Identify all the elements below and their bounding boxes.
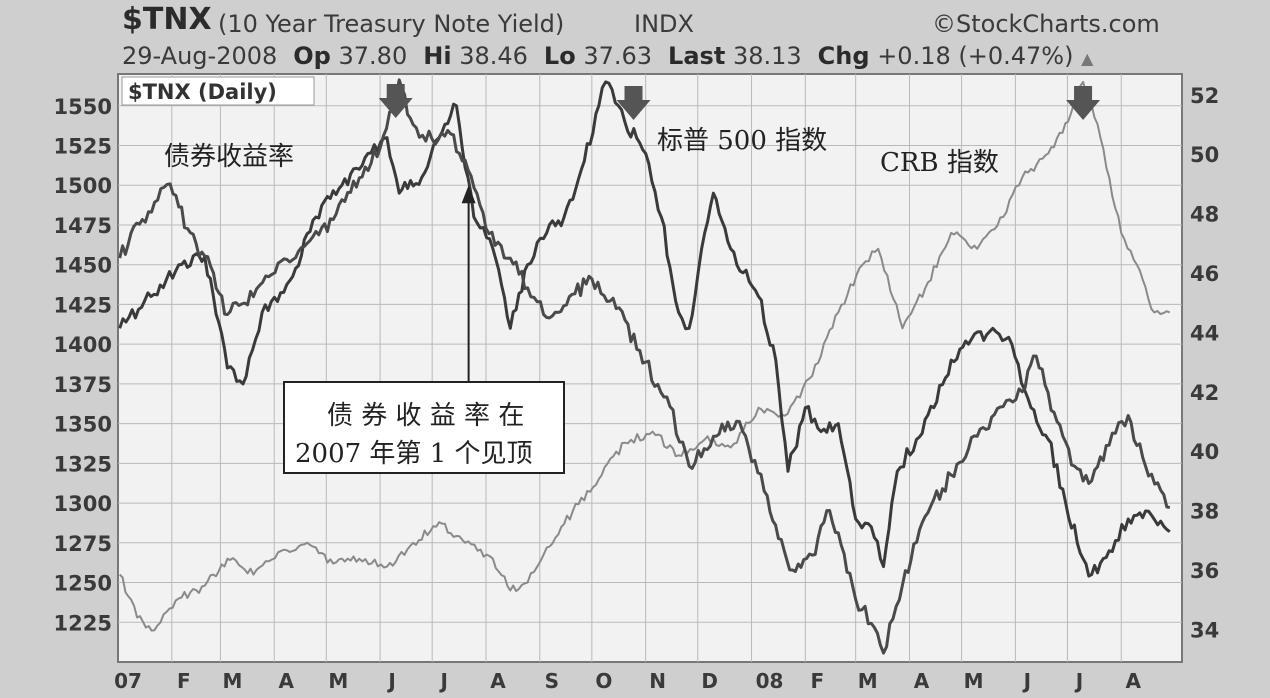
x-axis-tick-label: 08 xyxy=(756,669,784,693)
peak-marker-arrow-icon xyxy=(378,84,413,118)
high-value: 38.46 xyxy=(459,42,528,70)
quote-line: 29-Aug-2008 Op 37.80 Hi 38.46 Lo 37.63 Last … xyxy=(122,42,1093,70)
panel-label: $TNX (Daily) xyxy=(128,80,277,104)
x-axis-tick-label: N xyxy=(649,669,666,693)
x-axis-tick-label: J xyxy=(1022,669,1031,693)
quote-date: 29-Aug-2008 xyxy=(122,42,278,70)
left-axis-tick-label: 1525 xyxy=(54,135,112,159)
low-label: Lo xyxy=(543,42,576,70)
peak-marker-arrow-icon xyxy=(1066,86,1101,120)
change-up-icon: ▲ xyxy=(1081,49,1094,68)
right-axis-tick-label: 52 xyxy=(1190,84,1219,108)
open-label: Op xyxy=(293,42,331,70)
left-axis-tick-label: 1550 xyxy=(54,95,112,119)
left-axis-tick-label: 1375 xyxy=(54,373,112,397)
x-axis-tick-label: A xyxy=(914,669,930,693)
left-axis-tick-label: 1425 xyxy=(54,293,112,317)
x-axis-tick-label: J xyxy=(1074,669,1083,693)
left-axis-tick-label: 1300 xyxy=(54,492,112,516)
x-axis-tick-label: S xyxy=(545,669,559,693)
callout-box: 债 券 收 益 率 在 2007 年第 1 个见顶 xyxy=(283,381,565,474)
left-axis-tick-label: 1450 xyxy=(54,254,112,278)
last-label: Last xyxy=(668,42,726,70)
right-axis-tick-label: 48 xyxy=(1190,203,1219,227)
x-axis-tick-label: M xyxy=(964,669,984,693)
ticker-description: (10 Year Treasury Note Yield) xyxy=(218,10,565,38)
x-axis-tick-label: M xyxy=(328,669,348,693)
exchange-label: INDX xyxy=(634,10,694,38)
open-value: 37.80 xyxy=(338,42,408,70)
left-axis-tick-label: 1325 xyxy=(54,452,112,476)
crb-series-line xyxy=(118,80,1171,632)
left-axis-tick-label: 1475 xyxy=(54,214,112,238)
left-axis-tick-label: 1350 xyxy=(54,413,112,437)
left-axis-tick-label: 1400 xyxy=(54,333,112,357)
left-axis-tick-label: 1500 xyxy=(54,174,112,198)
x-axis-tick-label: M xyxy=(858,669,878,693)
right-axis-tick-label: 36 xyxy=(1190,559,1219,583)
tnx-series-line xyxy=(118,78,1171,655)
ticker-symbol: $TNX xyxy=(122,2,212,37)
x-axis-tick-label: F xyxy=(177,669,191,693)
last-value: 38.13 xyxy=(732,42,802,70)
x-axis-tick-label: O xyxy=(595,669,612,693)
callout-line-1: 债 券 收 益 率 在 xyxy=(327,401,525,431)
crb-label: CRB 指数 xyxy=(880,148,999,178)
peak-marker-arrow-icon xyxy=(616,86,651,120)
right-axis-tick-label: 34 xyxy=(1190,618,1219,642)
change-label: Chg xyxy=(817,42,870,70)
change-value: +0.18 (+0.47%) xyxy=(877,42,1074,70)
right-axis-tick-label: 44 xyxy=(1190,321,1219,345)
right-axis-tick-label: 38 xyxy=(1190,500,1219,524)
sp500-label: 标普 500 指数 xyxy=(657,126,828,156)
brand-logo: ©StockCharts.com xyxy=(932,10,1160,38)
x-axis-tick-label: A xyxy=(490,669,506,693)
right-axis-tick-label: 42 xyxy=(1190,381,1219,405)
right-axis-tick-label: 50 xyxy=(1190,143,1219,167)
x-axis-tick-label: 07 xyxy=(114,669,142,693)
panel-label-box xyxy=(121,76,315,106)
bond-yield-label: 债券收益率 xyxy=(164,142,295,172)
low-value: 37.63 xyxy=(583,42,653,70)
x-axis-tick-label: J xyxy=(386,669,395,693)
callout-arrow-head-icon xyxy=(461,185,476,204)
right-axis-tick-label: 40 xyxy=(1190,440,1219,464)
high-label: Hi xyxy=(423,42,452,70)
left-axis-tick-label: 1225 xyxy=(54,611,112,635)
left-axis-tick-label: 1275 xyxy=(54,532,112,556)
left-axis-tick-label: 1250 xyxy=(54,572,112,596)
x-axis-tick-label: M xyxy=(222,669,242,693)
right-axis-tick-label: 46 xyxy=(1190,262,1219,286)
callout-line-2: 2007 年第 1 个见顶 xyxy=(295,439,533,469)
x-axis-tick-label: A xyxy=(1126,669,1142,693)
x-axis-tick-label: F xyxy=(811,669,825,693)
sp500-series-line xyxy=(118,80,1171,578)
x-axis-tick-label: A xyxy=(278,669,294,693)
x-axis-tick-label: D xyxy=(701,669,718,693)
x-axis-tick-label: J xyxy=(438,669,447,693)
